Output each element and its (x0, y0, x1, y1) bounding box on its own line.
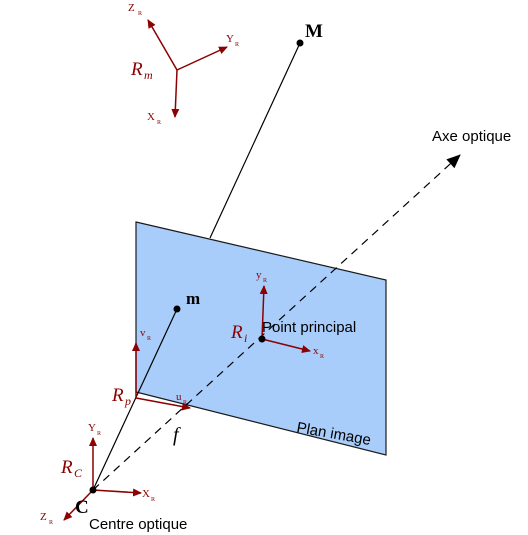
principal-point-label: Point principal (262, 319, 356, 336)
image-frame-label: R (230, 322, 243, 343)
image-x-sub: R (320, 354, 324, 360)
image-frame-sub: i (244, 331, 247, 345)
world-y-axis (176, 46, 228, 71)
pixel-u-label: u (176, 391, 182, 403)
principal-point-dot (258, 335, 266, 343)
camera-frame-label: R (60, 457, 73, 478)
world-frame-label: R (130, 59, 143, 80)
world-x-sub: R (157, 120, 161, 126)
world-y-label: Y (226, 33, 234, 45)
image-y-sub: R (263, 278, 267, 284)
world-z-sub: R (138, 11, 142, 17)
pixel-frame: v R u R R p (111, 327, 191, 411)
pixel-frame-label: R (111, 385, 124, 406)
camera-z-sub: R (49, 520, 53, 526)
world-point-label: M (305, 21, 323, 42)
ray-plane-to-world-point (209, 42, 301, 239)
camera-x-sub: R (151, 497, 155, 503)
pixel-v-label: v (140, 327, 146, 339)
image-point-dot (173, 305, 181, 313)
camera-z-axis (63, 489, 94, 521)
image-x-label: x (313, 345, 319, 357)
world-point-dot (296, 39, 304, 47)
pixel-u-sub: R (183, 400, 187, 406)
image-y-axis (259, 285, 268, 340)
optical-axis-label: Axe optique (432, 128, 511, 145)
pixel-u-axis (135, 397, 191, 411)
ray-c-to-m (92, 308, 178, 491)
camera-x-axis (92, 488, 142, 497)
world-z-label: Z (128, 2, 135, 14)
camera-frame-sub: C (74, 466, 83, 480)
camera-y-label: Y (88, 422, 96, 434)
camera-x-label: X (142, 488, 150, 500)
image-frame: y R x R R i (230, 269, 324, 360)
world-x-axis (171, 69, 180, 118)
world-frame-sub: m (144, 68, 153, 82)
world-frame: Z R Y R X R R m (128, 2, 239, 126)
image-x-axis (261, 338, 311, 353)
camera-frame: Y R X R Z R R C (40, 422, 155, 526)
image-y-label: y (256, 269, 262, 281)
camera-center-dot (89, 486, 97, 494)
optical-center-label: Centre optique (89, 516, 187, 533)
pixel-frame-sub: p (124, 394, 131, 408)
world-x-label: X (147, 111, 155, 123)
world-y-sub: R (235, 42, 239, 48)
camera-y-sub: R (97, 431, 101, 437)
camera-center-label: C (75, 497, 89, 518)
image-point-label: m (186, 289, 200, 308)
focal-length-label: f (173, 424, 181, 446)
pixel-v-sub: R (147, 336, 151, 342)
camera-z-label: Z (40, 511, 47, 523)
world-z-axis (147, 19, 178, 71)
